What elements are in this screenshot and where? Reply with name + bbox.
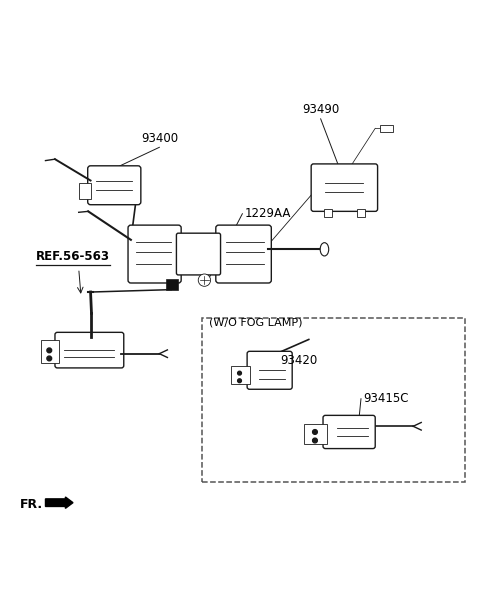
Circle shape: [312, 429, 317, 434]
Bar: [79, 183, 92, 198]
Text: 93415C: 93415C: [363, 393, 409, 405]
Bar: [357, 209, 365, 217]
FancyBboxPatch shape: [88, 166, 141, 204]
FancyBboxPatch shape: [55, 332, 124, 368]
FancyBboxPatch shape: [216, 225, 271, 283]
Bar: [380, 125, 393, 131]
FancyBboxPatch shape: [247, 352, 292, 390]
Bar: [230, 365, 251, 384]
Circle shape: [198, 274, 211, 286]
Text: REF.56-563: REF.56-563: [36, 250, 110, 263]
FancyBboxPatch shape: [311, 164, 378, 212]
FancyBboxPatch shape: [177, 233, 220, 275]
Circle shape: [238, 371, 241, 375]
FancyBboxPatch shape: [323, 415, 375, 449]
Text: FR.: FR.: [19, 498, 43, 511]
Bar: [202, 318, 466, 482]
Text: (W/O FOG LAMP): (W/O FOG LAMP): [209, 318, 303, 328]
Bar: [304, 424, 327, 444]
Bar: [324, 209, 332, 217]
FancyBboxPatch shape: [128, 225, 181, 283]
Ellipse shape: [320, 242, 329, 256]
Circle shape: [238, 379, 241, 383]
Circle shape: [47, 356, 52, 361]
Text: 1229AA: 1229AA: [245, 207, 291, 220]
FancyArrow shape: [46, 497, 73, 508]
Circle shape: [312, 438, 317, 443]
Bar: [41, 341, 59, 363]
Bar: [167, 279, 179, 289]
Circle shape: [47, 348, 52, 353]
Text: 93400: 93400: [141, 132, 178, 145]
Text: 93490: 93490: [302, 104, 339, 116]
Text: 93420: 93420: [280, 355, 318, 367]
